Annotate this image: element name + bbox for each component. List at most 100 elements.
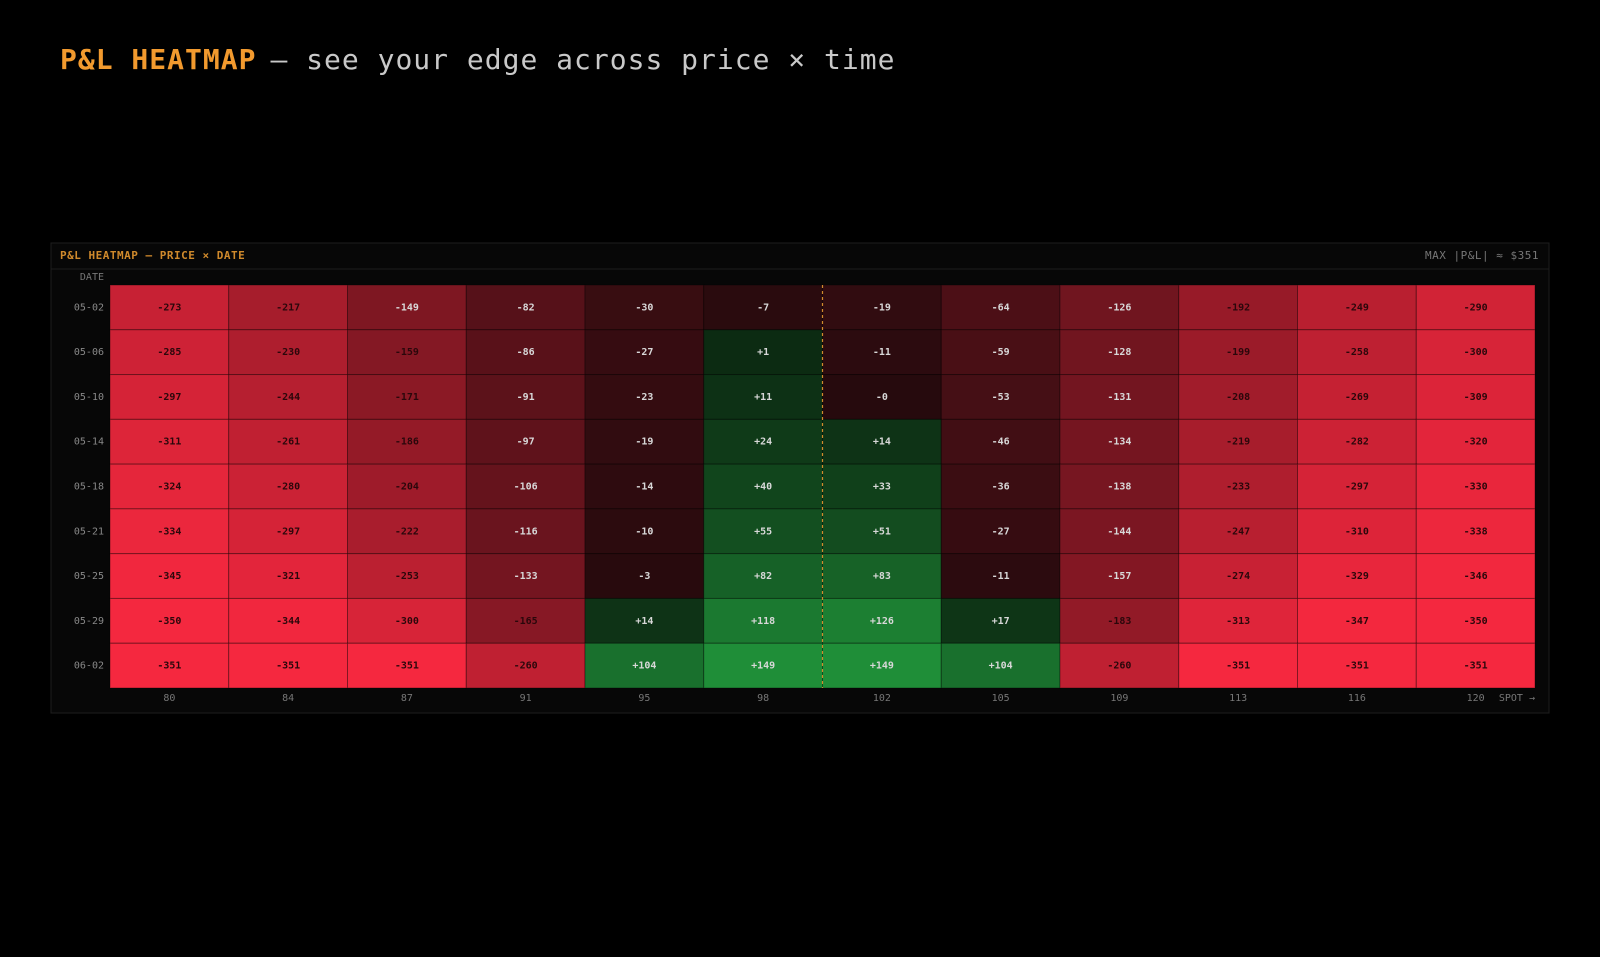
cell-label: -282 bbox=[1345, 437, 1369, 448]
cell-label: -217 bbox=[276, 302, 300, 313]
cell-label: -19 bbox=[873, 302, 891, 313]
cell-label: -7 bbox=[757, 302, 769, 313]
heat-cell bbox=[1415, 553, 1536, 599]
cell-label: -59 bbox=[992, 347, 1010, 358]
heat-cell bbox=[1178, 374, 1298, 420]
cell-label: -134 bbox=[1107, 437, 1131, 448]
cell-label: -165 bbox=[514, 616, 538, 627]
cell-label: -346 bbox=[1464, 571, 1488, 582]
x-tick-label: 120 bbox=[1467, 693, 1485, 704]
heat-cell bbox=[940, 374, 1061, 420]
heat-cell bbox=[1415, 329, 1536, 376]
heat-cell bbox=[822, 553, 942, 599]
cell-label: +14 bbox=[873, 437, 891, 448]
cell-label: -157 bbox=[1107, 571, 1131, 582]
cell-label: -351 bbox=[1345, 661, 1369, 672]
x-tick-label: 80 bbox=[163, 693, 175, 704]
cell-label: -149 bbox=[395, 302, 419, 313]
cell-label: +83 bbox=[873, 571, 891, 582]
heat-cell bbox=[465, 597, 586, 644]
heat-cell bbox=[1178, 642, 1298, 689]
cell-label: -222 bbox=[395, 526, 419, 537]
cell-label: +149 bbox=[870, 661, 894, 672]
heat-cell bbox=[703, 642, 823, 689]
cell-label: -133 bbox=[514, 571, 538, 582]
cell-label: -274 bbox=[1226, 571, 1250, 582]
cell-label: -351 bbox=[395, 661, 419, 672]
heat-cell bbox=[1297, 642, 1417, 689]
cell-label: -273 bbox=[157, 302, 181, 313]
heat-cell bbox=[228, 642, 348, 689]
heat-cell bbox=[1059, 374, 1180, 420]
cell-label: -46 bbox=[992, 437, 1010, 448]
heat-cell bbox=[228, 374, 348, 420]
cell-label: -300 bbox=[395, 616, 419, 627]
heat-cell bbox=[703, 463, 823, 510]
cell-label: -351 bbox=[157, 661, 181, 672]
cell-label: -19 bbox=[635, 437, 653, 448]
cell-label: -350 bbox=[157, 616, 181, 627]
cell-label: -345 bbox=[157, 571, 181, 582]
heat-cell bbox=[822, 463, 942, 510]
heat-cell bbox=[465, 463, 586, 510]
cell-label: -351 bbox=[1464, 661, 1488, 672]
heat-cell bbox=[1178, 284, 1298, 331]
cell-label: -10 bbox=[635, 526, 653, 537]
heat-cell bbox=[465, 642, 586, 689]
cell-label: -64 bbox=[992, 302, 1010, 313]
cell-label: -244 bbox=[276, 392, 300, 403]
cell-label: +11 bbox=[754, 392, 772, 403]
cell-label: -208 bbox=[1226, 392, 1250, 403]
cell-label: -0 bbox=[876, 392, 888, 403]
cell-label: -171 bbox=[395, 392, 419, 403]
cell-label: -338 bbox=[1464, 526, 1488, 537]
x-tick-label: 91 bbox=[520, 693, 532, 704]
heat-cell bbox=[109, 329, 230, 376]
heat-cell bbox=[228, 553, 348, 599]
cell-label: -131 bbox=[1107, 392, 1131, 403]
cell-label: -258 bbox=[1345, 347, 1369, 358]
cell-label: +14 bbox=[635, 616, 653, 627]
cell-label: -285 bbox=[157, 347, 181, 358]
heat-cell bbox=[347, 642, 467, 689]
cell-label: -330 bbox=[1464, 482, 1488, 493]
cell-label: -82 bbox=[517, 302, 535, 313]
cell-label: +17 bbox=[992, 616, 1010, 627]
y-tick-label: 05-25 bbox=[74, 571, 104, 582]
heat-cell bbox=[940, 508, 1061, 555]
heat-cell bbox=[465, 374, 586, 420]
heat-cell bbox=[1297, 284, 1417, 331]
heat-cell bbox=[822, 508, 942, 555]
cell-label: -309 bbox=[1464, 392, 1488, 403]
y-tick-label: 06-02 bbox=[74, 661, 104, 672]
heat-cell bbox=[703, 329, 823, 376]
cell-label: -11 bbox=[873, 347, 891, 358]
x-tick-label: 95 bbox=[638, 693, 650, 704]
cell-label: -260 bbox=[1107, 661, 1131, 672]
title-rest: — see your edge across price × time bbox=[270, 43, 895, 76]
heat-cell bbox=[1178, 508, 1298, 555]
cell-label: -186 bbox=[395, 437, 419, 448]
cell-label: -334 bbox=[157, 526, 181, 537]
panel-annotation: MAX |P&L| ≈ $351 bbox=[1425, 249, 1539, 262]
cell-label: -126 bbox=[1107, 302, 1131, 313]
cell-label: +33 bbox=[873, 482, 891, 493]
cell-label: -297 bbox=[276, 526, 300, 537]
x-tick-label: 113 bbox=[1229, 693, 1247, 704]
heat-cell bbox=[465, 553, 586, 599]
cell-label: -290 bbox=[1464, 302, 1488, 313]
cell-label: -27 bbox=[992, 526, 1010, 537]
x-tick-label: 102 bbox=[873, 693, 891, 704]
cell-label: -106 bbox=[514, 482, 538, 493]
y-tick-label: 05-29 bbox=[74, 616, 104, 627]
cell-label: -300 bbox=[1464, 347, 1488, 358]
heat-cell bbox=[1297, 329, 1417, 376]
heat-cell bbox=[1178, 553, 1298, 599]
cell-label: -14 bbox=[635, 482, 653, 493]
heat-cell bbox=[109, 553, 230, 599]
cell-label: -144 bbox=[1107, 526, 1131, 537]
y-tick-label: 05-02 bbox=[74, 302, 104, 313]
cell-label: +118 bbox=[751, 616, 775, 627]
cell-label: -320 bbox=[1464, 437, 1488, 448]
